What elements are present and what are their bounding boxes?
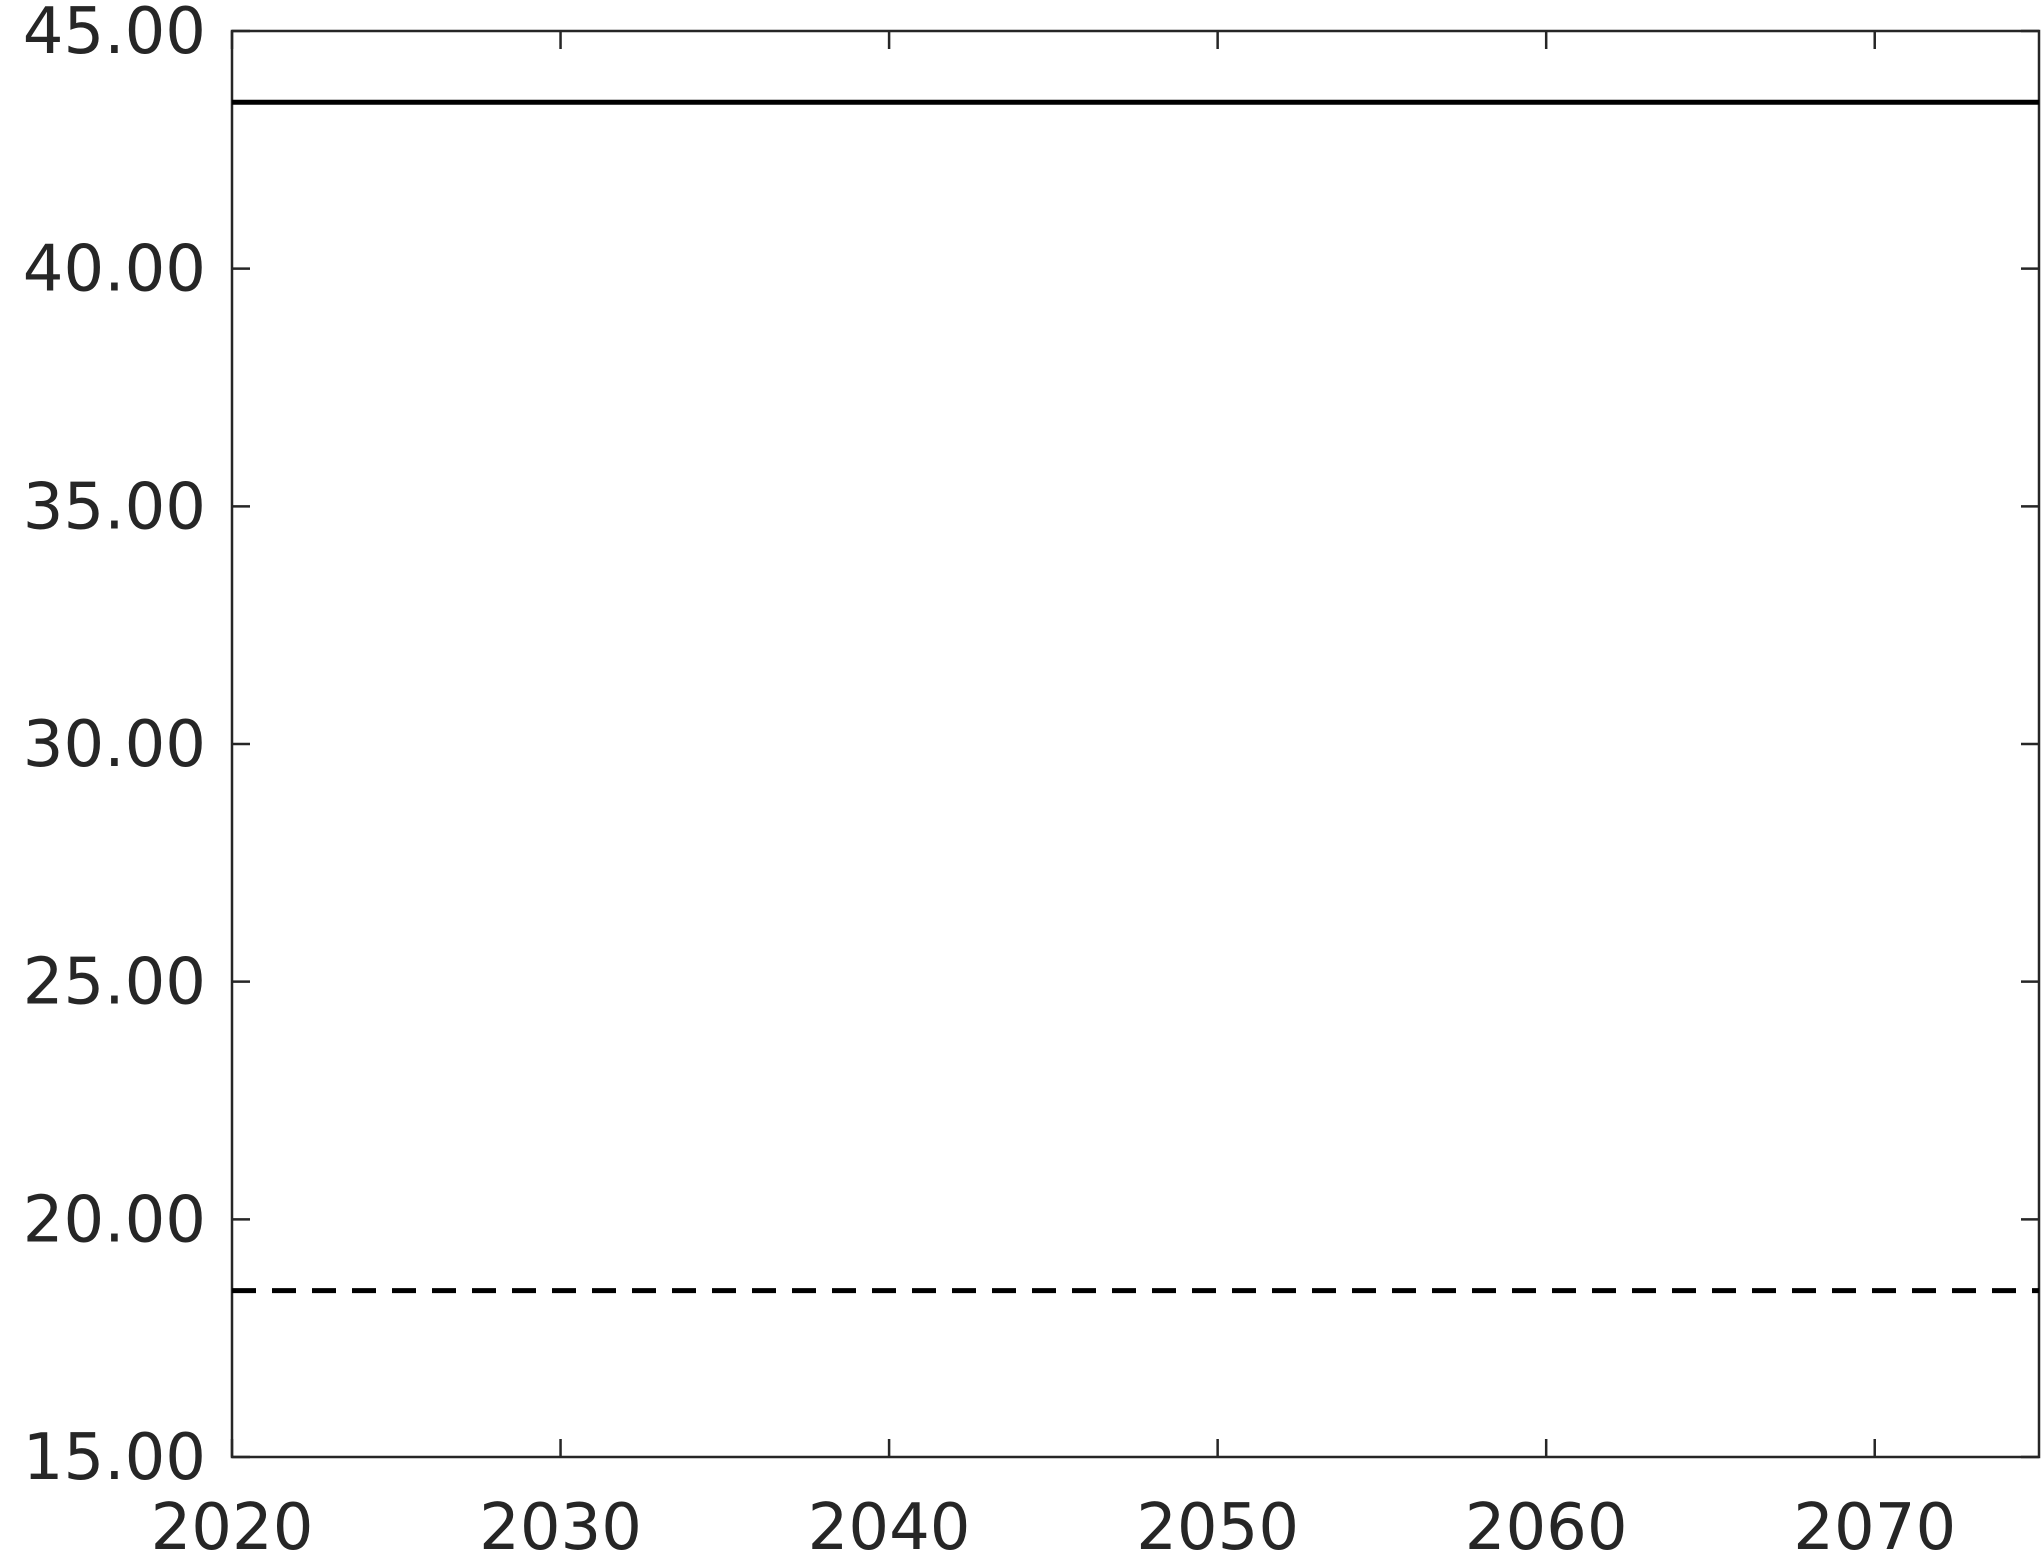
x-tick-label: 2040	[808, 1491, 971, 1554]
ticks-layer	[230, 29, 2039, 1459]
x-tick-label: 2070	[1793, 1491, 1956, 1554]
tick-labels-layer: 2020 2030 2040 2050 2060 2070 15.00 20.00 25.00 3…	[23, 0, 1956, 1554]
y-tick-label: 30.00	[23, 708, 206, 782]
y-tick-label: 45.00	[23, 0, 206, 69]
y-tick-label: 20.00	[23, 1183, 206, 1257]
x-tick-label: 2030	[479, 1491, 642, 1554]
x-tick-label: 2060	[1465, 1491, 1628, 1554]
y-tick-label: 25.00	[23, 946, 206, 1020]
plot-frame	[230, 29, 2041, 1459]
y-tick-label: 35.00	[23, 470, 206, 544]
y-tick-label: 15.00	[23, 1421, 206, 1495]
x-tick-label: 2020	[151, 1491, 314, 1554]
series-layer	[232, 99, 2039, 1294]
x-tick-label: 2050	[1136, 1491, 1299, 1554]
y-tick-label: 40.00	[23, 233, 206, 307]
